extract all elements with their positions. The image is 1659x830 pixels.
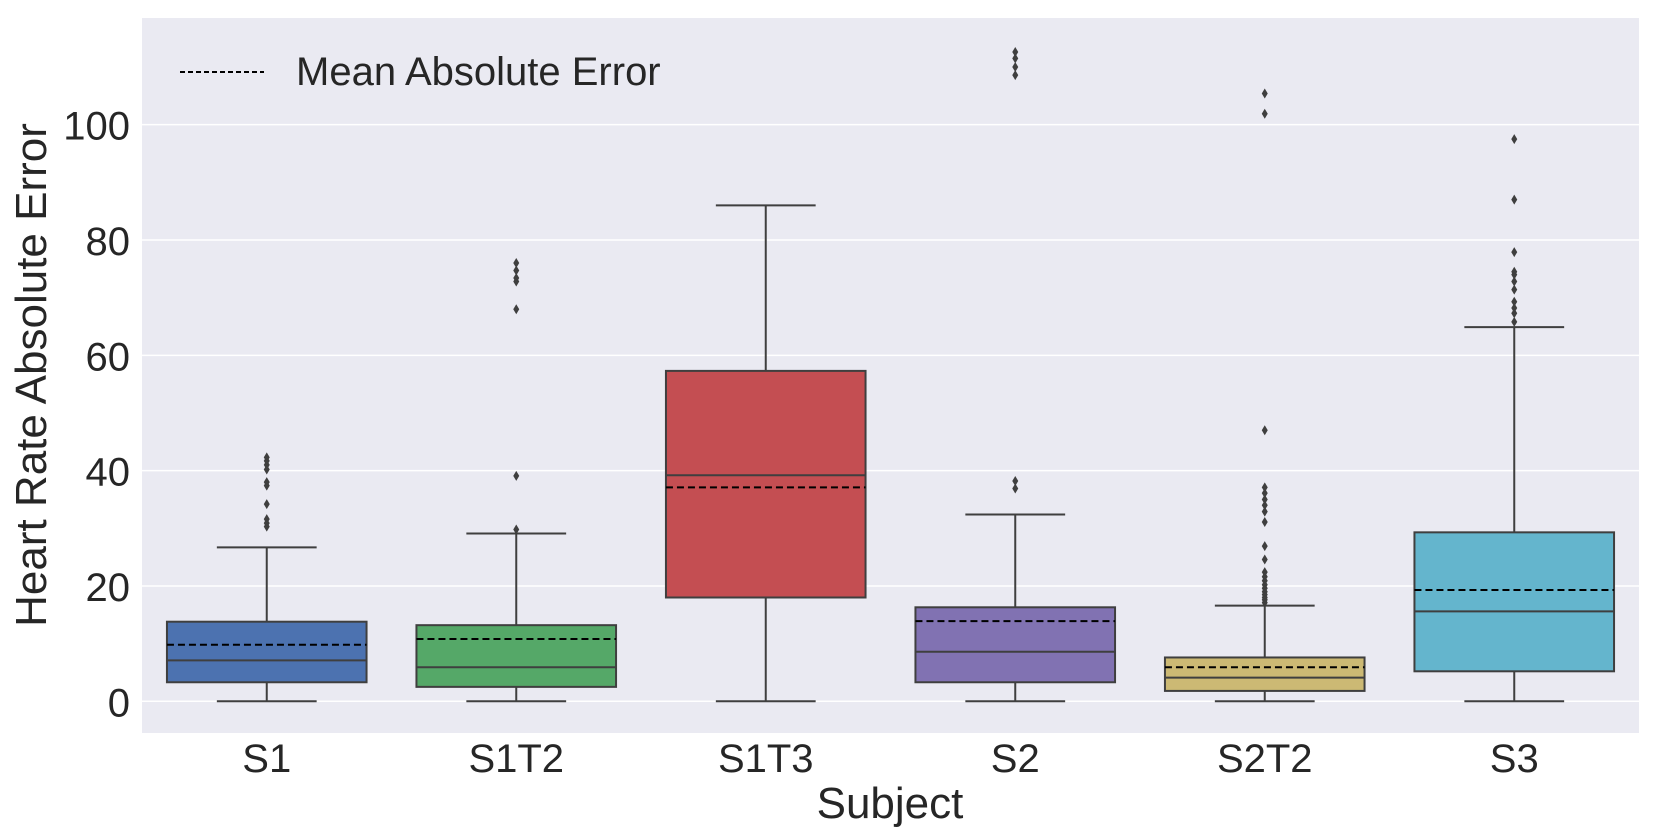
- outlier-s2-3: [1012, 62, 1019, 73]
- legend: Mean Absolute Error: [180, 50, 661, 94]
- gridlines: [142, 123, 1639, 703]
- box-group-s1t2: [415, 258, 618, 703]
- y-tick-label-100: 100: [63, 105, 130, 149]
- box-s2t2: [1163, 656, 1366, 692]
- y-axis-title: Heart Rate Absolute Error: [7, 123, 56, 627]
- box-s1t3: [664, 369, 867, 599]
- outlier-s2t2-16: [1261, 488, 1268, 499]
- x-tick-label-s3: S3: [1490, 737, 1539, 781]
- x-axis-title: Subject: [817, 779, 964, 828]
- outlier-s3-8: [1511, 247, 1518, 258]
- outlier-s3-0: [1511, 316, 1518, 327]
- outlier-s2t2-20: [1261, 88, 1268, 99]
- box-group-s2t2: [1163, 88, 1366, 703]
- outlier-s1t2-6: [513, 258, 520, 269]
- outlier-s2-0: [1012, 483, 1019, 494]
- outlier-s2-4: [1012, 53, 1019, 64]
- box-group-s1: [165, 452, 368, 703]
- box-group-s1t3: [664, 204, 867, 703]
- outlier-s2-2: [1012, 70, 1019, 81]
- y-tick-label-80: 80: [86, 220, 131, 264]
- outlier-s1t2-4: [513, 273, 520, 284]
- box-s1t2: [415, 624, 618, 688]
- y-tick-label-20: 20: [86, 566, 131, 610]
- outlier-s2t2-12: [1261, 516, 1268, 527]
- x-tick-label-s1t2: S1T2: [468, 737, 564, 781]
- outlier-s3-5: [1511, 276, 1518, 287]
- outlier-s1-9: [263, 452, 270, 463]
- box-s3: [1413, 531, 1616, 673]
- outlier-s2-5: [1012, 47, 1019, 58]
- outlier-s2t2-9: [1261, 567, 1268, 578]
- x-tick-label-s1: S1: [242, 737, 291, 781]
- outlier-s3-3: [1511, 296, 1518, 307]
- outlier-s1t2-5: [513, 265, 520, 276]
- outlier-s1-3: [263, 499, 270, 510]
- y-tick-label-60: 60: [86, 335, 131, 379]
- outlier-s2-1: [1012, 476, 1019, 487]
- outlier-s2t2-15: [1261, 494, 1268, 505]
- outlier-s3-9: [1511, 194, 1518, 205]
- outlier-s3-1: [1511, 308, 1518, 319]
- outlier-s2t2-18: [1261, 425, 1268, 436]
- outlier-s2t2-17: [1261, 482, 1268, 493]
- outlier-s3-4: [1511, 284, 1518, 295]
- plot-background: [142, 18, 1639, 733]
- y-tick-label-0: 0: [108, 681, 130, 725]
- box-s1: [165, 620, 368, 684]
- outlier-s2t2-10: [1261, 554, 1268, 565]
- box-group-s3: [1413, 134, 1616, 703]
- outlier-s1t2-2: [513, 304, 520, 315]
- x-tick-label-s1t3: S1T3: [718, 737, 814, 781]
- outlier-s1t2-0: [513, 524, 520, 535]
- outlier-s1-2: [263, 514, 270, 525]
- outlier-s3-7: [1511, 266, 1518, 277]
- box-group-s2: [914, 47, 1117, 703]
- boxes-layer: [165, 47, 1616, 703]
- y-tick-labels: 0 20 40 60 80 100: [63, 105, 130, 726]
- x-tick-label-s2: S2: [991, 737, 1040, 781]
- outlier-s1t2-1: [513, 470, 520, 481]
- box-s2: [914, 606, 1117, 684]
- y-tick-label-40: 40: [86, 451, 131, 495]
- outlier-s3-2: [1511, 303, 1518, 314]
- outlier-s2t2-19: [1261, 108, 1268, 119]
- outlier-s2t2-13: [1261, 506, 1268, 517]
- x-tick-labels: S1 S1T2 S1T3 S2 S2T2 S3: [242, 737, 1538, 781]
- outlier-s2t2-14: [1261, 500, 1268, 511]
- outlier-s1-5: [263, 477, 270, 488]
- x-tick-label-s2t2: S2T2: [1217, 737, 1313, 781]
- legend-label: Mean Absolute Error: [296, 50, 661, 94]
- outlier-s2t2-11: [1261, 541, 1268, 552]
- outlier-s3-10: [1511, 134, 1518, 145]
